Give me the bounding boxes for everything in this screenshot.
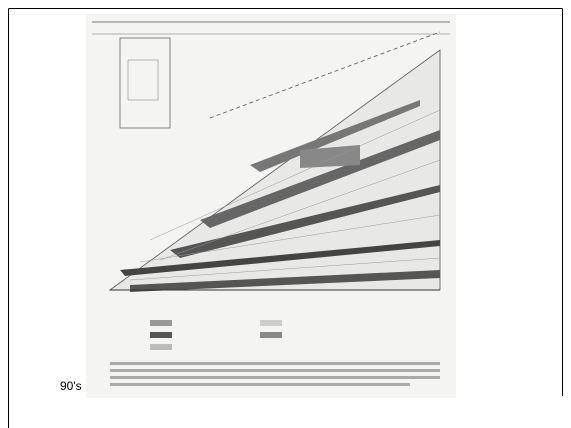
page: 90's (() => { const data = JSON.parse(do… <box>0 0 571 428</box>
scanned-figure <box>86 14 456 398</box>
caption: 90's <box>60 379 82 393</box>
slide: 90's <box>0 0 571 428</box>
